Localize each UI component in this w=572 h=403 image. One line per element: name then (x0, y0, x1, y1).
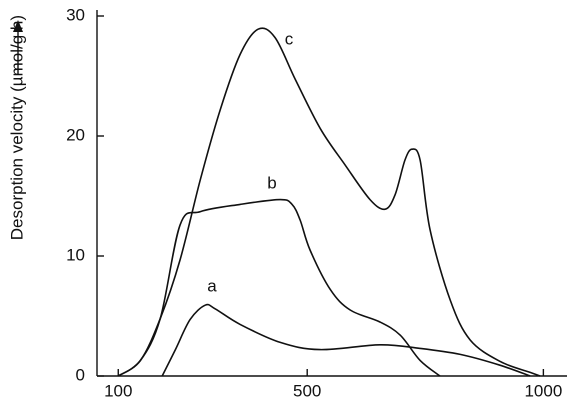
y-label-arrowhead (13, 20, 23, 32)
y-tick-label: 0 (76, 365, 85, 384)
x-tick-label: 100 (104, 381, 132, 400)
y-tick-label: 30 (66, 5, 85, 24)
x-tick-label: 1000 (524, 381, 562, 400)
curve-label: a (207, 276, 217, 295)
curve-label: c (285, 29, 294, 48)
y-tick-label: 10 (66, 245, 85, 264)
y-axis-label: Desorption velocity (µmol/g h) (7, 15, 26, 240)
x-tick-label: 500 (293, 381, 321, 400)
curve-label: b (267, 173, 276, 192)
curve (117, 27, 541, 377)
y-tick-label: 20 (66, 125, 85, 144)
curve (161, 303, 531, 377)
curve (117, 198, 441, 377)
